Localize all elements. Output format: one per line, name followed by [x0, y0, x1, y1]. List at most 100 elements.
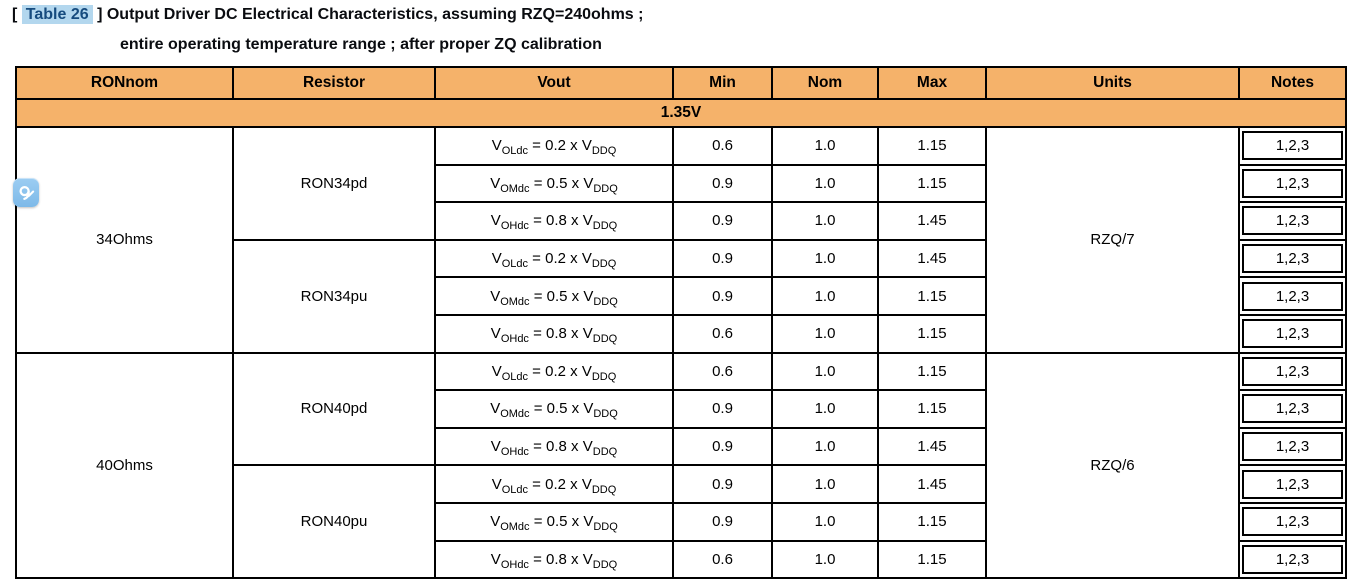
vout-symbol: V — [490, 400, 501, 418]
vout-symbol: V — [491, 362, 502, 380]
table-row: 34Ohms RON34pd VOLdc = 0.2 x VDDQ 0.6 1.0 1.1… — [15, 126, 1347, 354]
column-header-notes: Notes — [1238, 66, 1347, 100]
nom-cell: 1.0 — [771, 539, 879, 580]
max-cell: 1.15 — [877, 501, 987, 542]
vout-equation: = 0.5 x — [529, 400, 584, 418]
vout-subscript: OMdc — [500, 521, 530, 534]
table-reference-link[interactable]: Table 26 — [21, 5, 93, 24]
vddq-subscript: DDQ — [592, 558, 618, 571]
min-cell: 0.9 — [672, 426, 773, 467]
table-row: VOMdc = 0.5 x VDDQ 0.9 1.0 1.15 1,2,3 — [16, 501, 1347, 542]
notes-cell: 1,2,3 — [1238, 238, 1347, 279]
ron-nom-cell: 34Ohms — [15, 126, 234, 354]
vout-cell: VOHdc = 0.8 x VDDQ — [434, 313, 674, 354]
notes-box: 1,2,3 — [1242, 131, 1343, 161]
vout-cell: VOHdc = 0.8 x VDDQ — [434, 426, 674, 467]
voltage-section-label: 1.35V — [15, 98, 1347, 128]
min-cell: 0.9 — [672, 201, 773, 241]
min-cell: 0.6 — [672, 351, 773, 392]
max-cell: 1.15 — [877, 276, 987, 316]
vout-symbol: V — [491, 475, 502, 493]
vout-symbol: V — [490, 438, 501, 456]
column-header-ronnom: RONnom — [15, 66, 234, 100]
vddq-symbol: V — [582, 438, 593, 456]
vddq-subscript: DDQ — [593, 521, 618, 534]
vout-subscript: OHdc — [500, 333, 529, 346]
resistor-cell: RON34pd — [232, 126, 436, 241]
vout-equation: = 0.8 x — [528, 550, 583, 568]
units-cell: RZQ/6 — [985, 351, 1240, 580]
vout-subscript: OLdc — [501, 258, 529, 271]
vddq-subscript: DDQ — [592, 220, 618, 233]
units-cell: RZQ/7 — [985, 126, 1240, 354]
table-row: RON34pu VOLdc = 0.2 x VDDQ 0.9 1.0 1.45 1,2,3 — [16, 238, 1347, 354]
vddq-subscript: DDQ — [593, 182, 618, 195]
nom-cell: 1.0 — [771, 351, 879, 392]
table-row: VOHdc = 0.8 x VDDQ 0.9 1.0 1.45 1,2,3 — [16, 201, 1347, 241]
notes-box: 1,2,3 — [1242, 356, 1343, 386]
vout-subscript: OLdc — [501, 370, 529, 383]
notes-box: 1,2,3 — [1242, 319, 1343, 349]
notes-cell: 1,2,3 — [1238, 313, 1347, 354]
vout-symbol: V — [490, 550, 501, 568]
nom-cell: 1.0 — [771, 163, 879, 204]
vout-symbol: V — [490, 212, 501, 230]
vout-cell: VOMdc = 0.5 x VDDQ — [434, 276, 674, 316]
ink-comment-icon[interactable] — [13, 178, 39, 207]
notes-cell: 1,2,3 — [1238, 126, 1347, 166]
vddq-symbol: V — [581, 475, 592, 493]
table-row: VOHdc = 0.8 x VDDQ 0.9 1.0 1.45 1,2,3 — [16, 426, 1347, 467]
notes-cell: 1,2,3 — [1238, 201, 1347, 241]
vout-symbol: V — [490, 325, 501, 343]
max-cell: 1.15 — [877, 389, 987, 429]
max-cell: 1.45 — [877, 201, 987, 241]
min-cell: 0.9 — [672, 464, 773, 504]
notes-box: 1,2,3 — [1242, 281, 1343, 311]
max-cell: 1.15 — [877, 351, 987, 392]
vddq-subscript: DDQ — [591, 483, 617, 496]
nom-cell: 1.0 — [771, 426, 879, 467]
table-row: VOHdc = 0.8 x VDDQ 0.6 1.0 1.15 1,2,3 — [16, 539, 1347, 580]
nom-cell: 1.0 — [771, 389, 879, 429]
notes-box: 1,2,3 — [1242, 206, 1343, 236]
resistor-cell: RON34pu — [232, 238, 436, 354]
notes-box: 1,2,3 — [1242, 394, 1343, 424]
header-row: RONnom Resistor Vout Min Nom Max Units Notes — [15, 66, 1347, 100]
vddq-subscript: DDQ — [591, 370, 617, 383]
vddq-symbol: V — [582, 325, 593, 343]
vddq-symbol: V — [583, 513, 594, 531]
notes-cell: 1,2,3 — [1238, 539, 1347, 580]
notes-cell: 1,2,3 — [1238, 276, 1347, 316]
resistor-cell: RON40pd — [232, 351, 436, 467]
min-cell: 0.9 — [672, 238, 773, 279]
nom-cell: 1.0 — [771, 501, 879, 542]
vout-equation: = 0.8 x — [528, 325, 583, 343]
column-header-resistor: Resistor — [232, 66, 436, 100]
vddq-subscript: DDQ — [593, 408, 618, 421]
min-cell: 0.9 — [672, 501, 773, 542]
min-cell: 0.9 — [672, 389, 773, 429]
column-header-max: Max — [877, 66, 987, 100]
vddq-subscript: DDQ — [593, 295, 618, 308]
nom-cell: 1.0 — [771, 464, 879, 504]
vddq-symbol: V — [581, 250, 592, 268]
table-row: VOMdc = 0.5 x VDDQ 0.9 1.0 1.15 1,2,3 — [16, 389, 1347, 429]
vout-subscript: OHdc — [500, 220, 529, 233]
max-cell: 1.45 — [877, 464, 987, 504]
vout-equation: = 0.5 x — [529, 174, 584, 192]
vddq-symbol: V — [583, 287, 594, 305]
vddq-symbol: V — [582, 550, 593, 568]
table-row: VOHdc = 0.8 x VDDQ 0.6 1.0 1.15 1,2,3 — [16, 313, 1347, 354]
column-header-units: Units — [985, 66, 1240, 100]
vout-equation: = 0.2 x — [528, 137, 582, 155]
vout-symbol: V — [491, 250, 502, 268]
resistor-cell: RON40pu — [232, 464, 436, 580]
caption-line2: entire operating temperature range ; aft… — [120, 36, 602, 53]
vout-cell: VOHdc = 0.8 x VDDQ — [434, 539, 674, 580]
vout-equation: = 0.2 x — [528, 362, 582, 380]
vout-equation: = 0.5 x — [529, 513, 584, 531]
column-header-vout: Vout — [434, 66, 674, 100]
notes-box: 1,2,3 — [1242, 507, 1343, 537]
nom-cell: 1.0 — [771, 238, 879, 279]
